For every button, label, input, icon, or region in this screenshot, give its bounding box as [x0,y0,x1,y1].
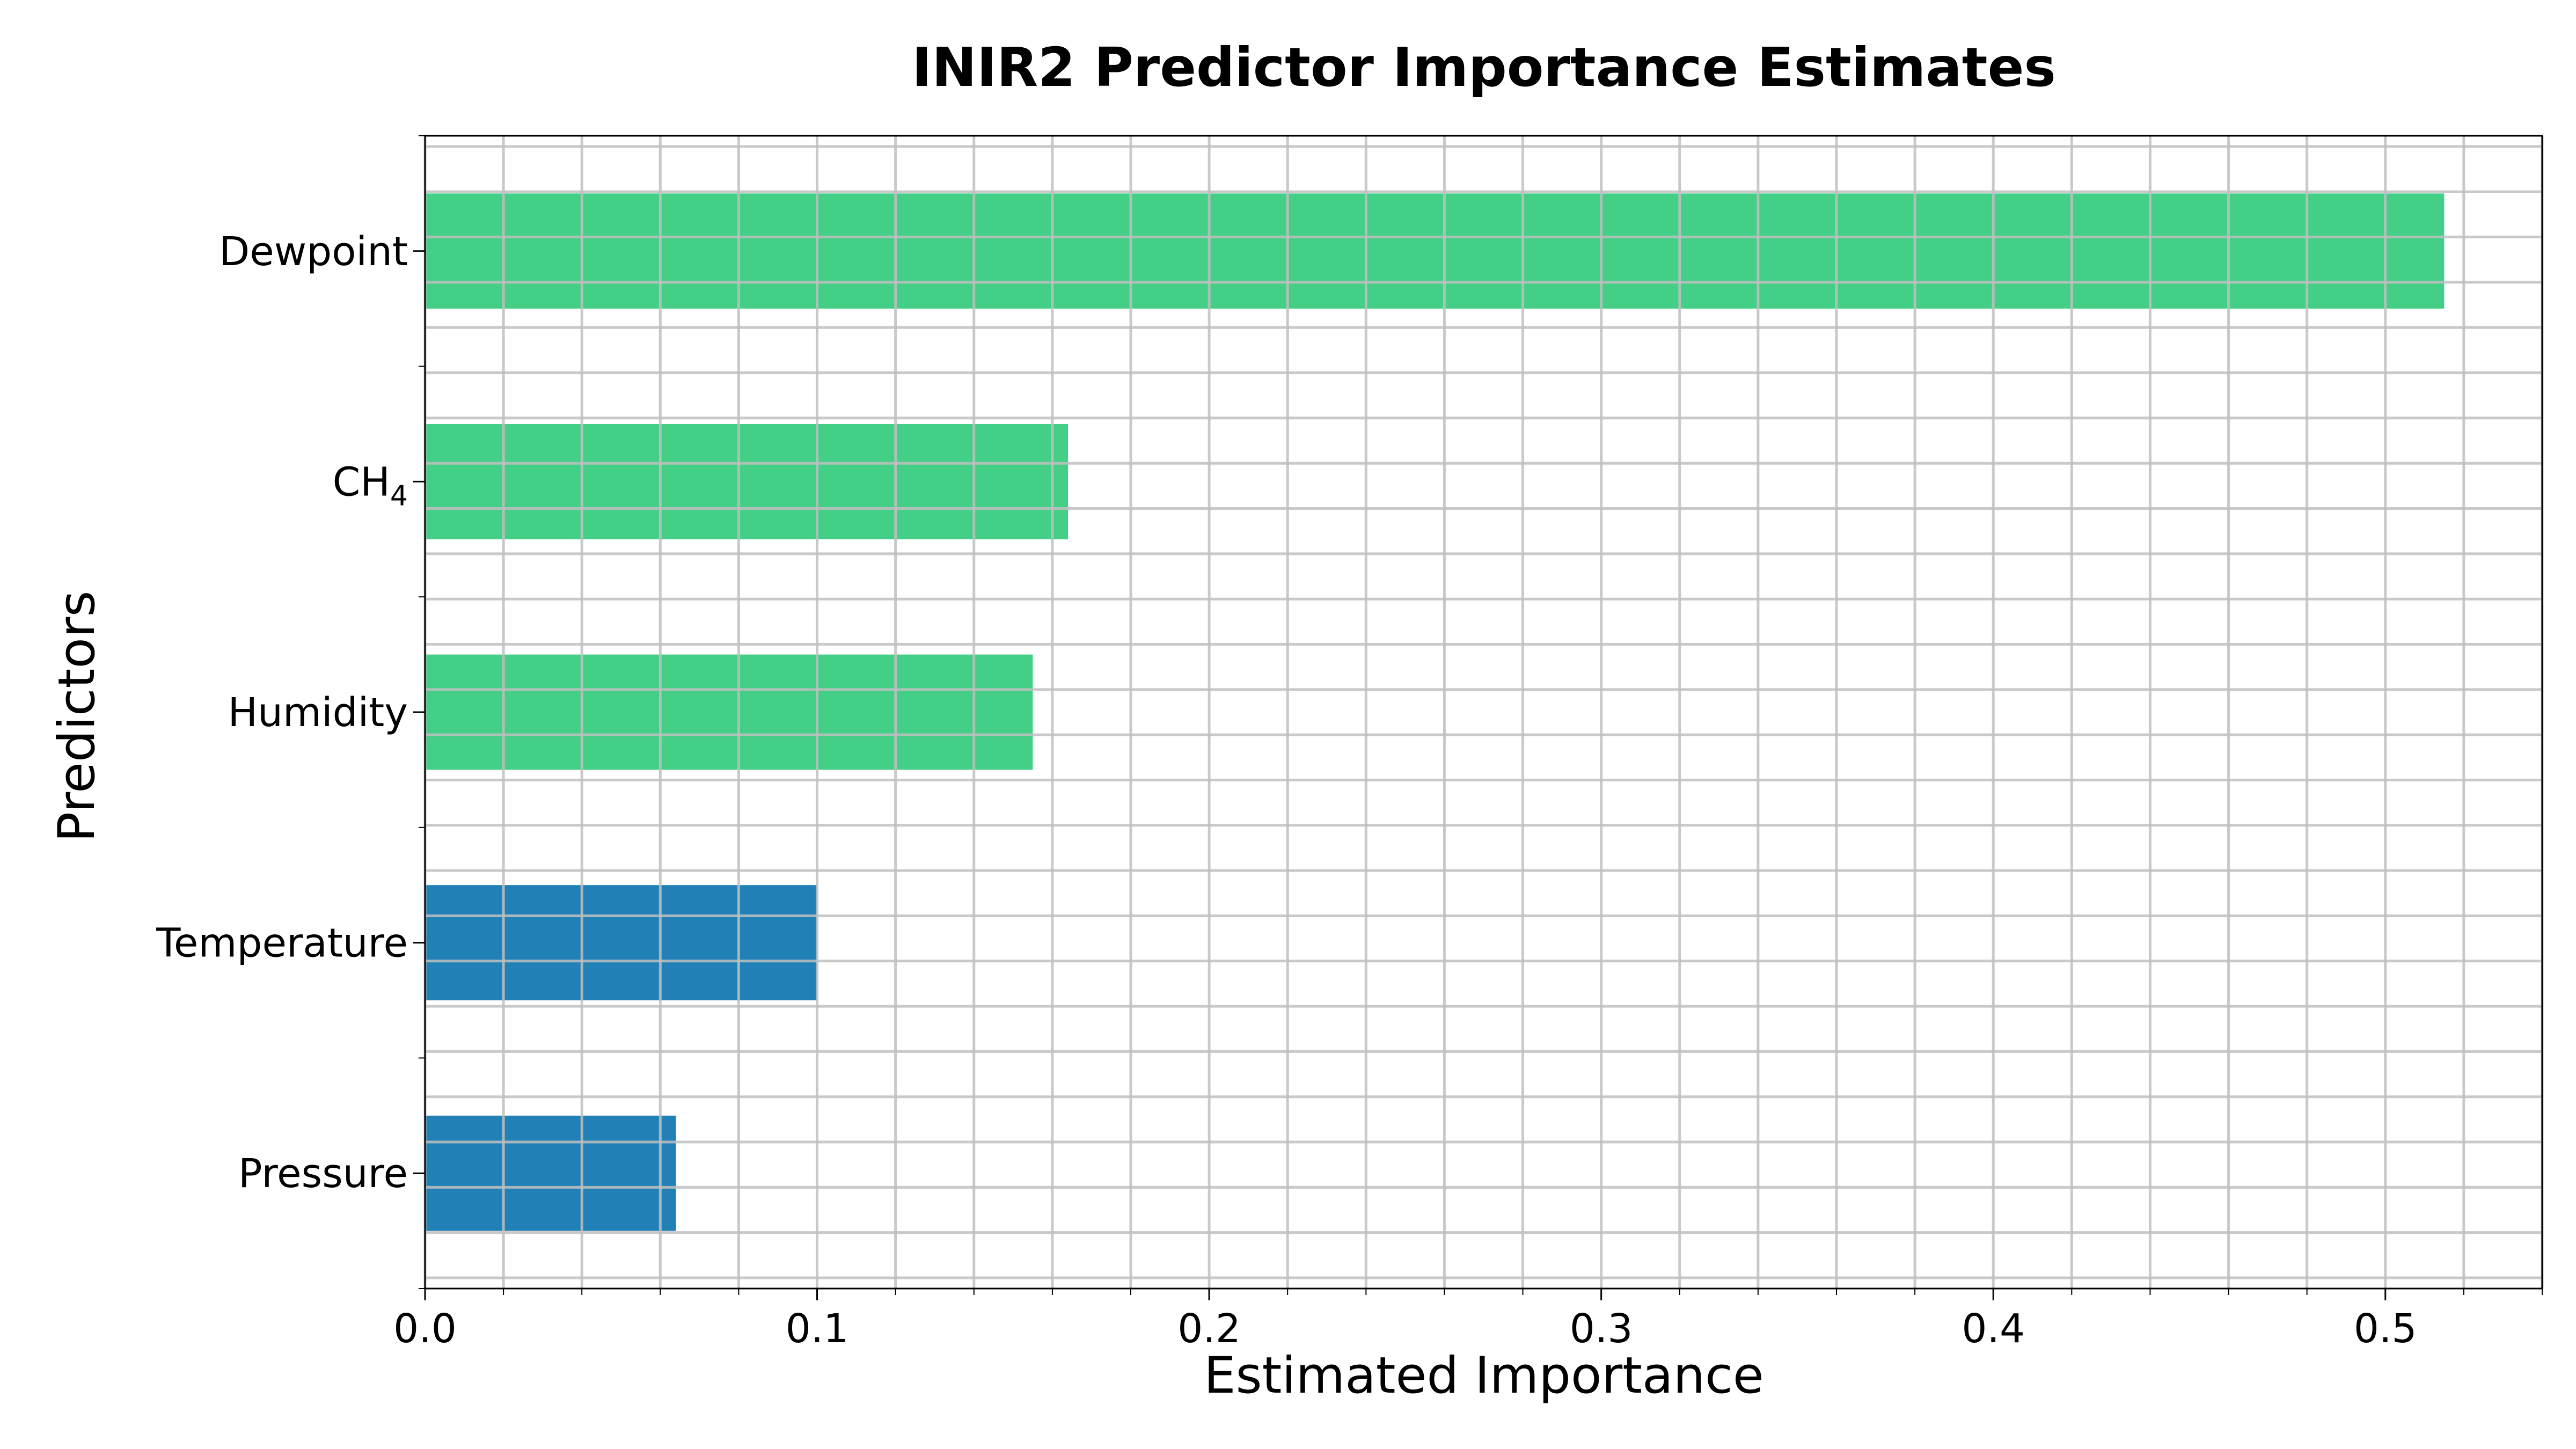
bar-dewpoint [425,193,2445,309]
y-tick-label-subscript: 4 [390,480,408,512]
y-tick-label-text: Humidity [228,690,408,736]
x-tick-label: 0.1 [786,1306,849,1352]
ticks-group: 0.0 0.1 0.2 0.3 0.4 0.5 Dewpoint CH4 Humidity Tem… [156,135,2543,1352]
plot-frame [424,135,2543,1290]
y-tick-label: Pressure [238,1151,408,1197]
x-axis-label: Estimated Importance [1204,1346,1763,1405]
y-axis-label: Predictors [48,591,106,843]
bar-temperature [425,885,817,1000]
y-tick-label-text: Dewpoint [219,229,408,275]
y-tick-label-text: Pressure [238,1151,408,1197]
grid-group [423,136,2544,1289]
x-tick-label: 0.0 [393,1306,457,1352]
x-tick-label: 0.4 [1962,1306,2025,1352]
x-tick-label: 0.5 [2354,1306,2417,1352]
bars-group [425,193,2445,1231]
y-tick-label: Dewpoint [219,229,408,275]
y-tick-label-text: Temperature [156,920,408,967]
bar-pressure [425,1115,676,1231]
y-tick-label: CH4 [333,459,408,512]
y-tick-label: Humidity [228,690,408,736]
bar-ch4 [425,424,1069,539]
x-tick-label: 0.3 [1570,1306,1633,1352]
chart-title: INIR2 Predictor Importance Estimates [912,36,2056,99]
y-tick-label-text: CH [333,459,390,505]
x-tick-label: 0.2 [1177,1306,1241,1352]
bar-humidity [425,654,1033,770]
y-tick-label: Temperature [156,920,408,967]
